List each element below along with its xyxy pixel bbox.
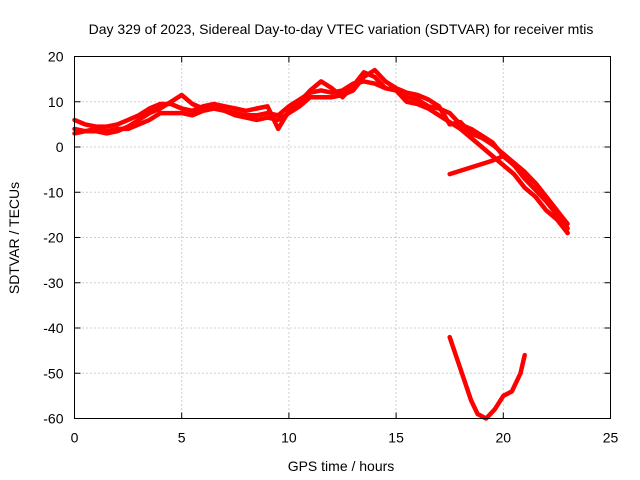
series-line-track-c [72, 67, 570, 231]
grid [74, 56, 611, 419]
y-axis-label: SDTVAR / TECUs [6, 182, 22, 294]
axis-ticks [74, 56, 611, 419]
y-tick-label: 20 [48, 49, 64, 65]
series-line-track-d [447, 153, 570, 236]
series-line-track-e [447, 334, 527, 421]
y-tick-label: -50 [43, 365, 63, 381]
x-tick-label: 15 [388, 430, 404, 446]
x-tick-label: 25 [603, 430, 619, 446]
tick-labels: 0 5 10 15 20 25 -60 -50 -40 -30 -20 -10 0 10 20 [43, 49, 618, 446]
x-tick-label: 0 [71, 430, 79, 446]
y-tick-label: 0 [56, 139, 64, 155]
x-tick-label: 5 [178, 430, 186, 446]
y-tick-label: -30 [43, 275, 63, 291]
y-tick-label: 10 [48, 94, 64, 110]
x-tick-label: 20 [496, 430, 512, 446]
y-tick-label: -40 [43, 320, 63, 336]
series-line-track-b [72, 70, 570, 236]
chart-title: Day 329 of 2023, Sidereal Day-to-day VTE… [89, 21, 594, 37]
y-tick-label: -20 [43, 230, 63, 246]
y-tick-label: -60 [43, 411, 63, 427]
y-tick-label: -10 [43, 184, 63, 200]
x-axis-label: GPS time / hours [288, 458, 395, 474]
x-tick-label: 10 [281, 430, 297, 446]
data-series [72, 67, 570, 421]
